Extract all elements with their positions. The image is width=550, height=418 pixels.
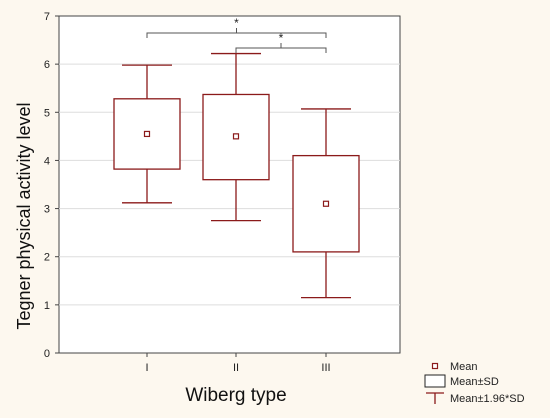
mean-marker (143, 130, 151, 138)
y-axis-title: Tegner physical activity level (14, 102, 34, 329)
x-axis-title: Wiberg type (185, 385, 286, 406)
legend-box-symbol (424, 374, 446, 388)
legend-mean-symbol (431, 362, 439, 370)
box-group-II (202, 52, 270, 222)
mean-marker (232, 133, 240, 140)
legend-whisker-symbol (426, 392, 444, 404)
significance-label: * (279, 31, 284, 45)
legend: Mean Mean±SD Mean±1.96*SD (424, 361, 525, 405)
box-group-III (292, 108, 360, 299)
y-tick-label: 4 (44, 155, 50, 167)
mean-marker (322, 200, 330, 207)
box-group-I (113, 64, 181, 204)
y-tick-label: 0 (44, 348, 50, 360)
legend-label: Mean (450, 361, 478, 373)
y-tick-label: 7 (44, 11, 50, 23)
legend-label: Mean±SD (450, 376, 499, 388)
y-tick-label: 5 (44, 107, 50, 119)
x-tick-label: III (321, 362, 330, 374)
y-tick-label: 3 (44, 204, 50, 216)
y-tick-label: 6 (44, 59, 50, 71)
y-tick-label: 1 (44, 300, 50, 312)
significance-label: * (234, 16, 239, 30)
significance-bracket (235, 43, 327, 53)
significance-bracket (146, 28, 327, 38)
x-tick-label: I (145, 362, 148, 374)
y-tick-label: 2 (44, 252, 50, 264)
legend-label: Mean±1.96*SD (450, 393, 525, 405)
x-tick-label: II (233, 362, 239, 374)
